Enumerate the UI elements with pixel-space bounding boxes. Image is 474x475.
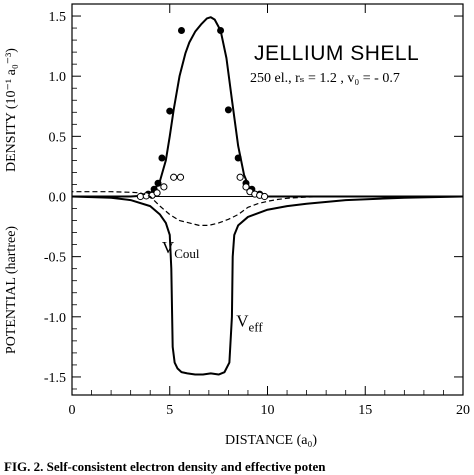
annotation-eff: Veff: [236, 311, 263, 334]
x-tick-label: 10: [261, 403, 275, 418]
x-axis-label: DISTANCE (a₀): [225, 433, 317, 448]
filled-dot-point: [217, 26, 225, 34]
filled-dot-point: [154, 179, 162, 187]
series-line-3: [72, 191, 327, 226]
x-tick-label: 5: [166, 403, 173, 418]
open-dot-point: [236, 173, 244, 181]
filled-dot-point: [224, 106, 232, 114]
y-axis-label-density: DENSITY (10⁻¹ a₀⁻³): [4, 48, 19, 172]
open-dot-point: [242, 183, 250, 191]
open-dot-point: [260, 192, 269, 201]
open-dot-point: [160, 183, 168, 191]
chart-title: JELLIUM SHELL: [254, 42, 419, 65]
y-tick-label: 1.5: [49, 10, 67, 25]
chart-subtitle: 250 el., rₛ = 1.2 , v₀ = - 0.7: [250, 71, 400, 86]
filled-dot-point: [166, 107, 174, 115]
y-axis-label-potential: POTENTIAL (hartree): [4, 226, 19, 354]
x-tick-label: 15: [358, 403, 372, 418]
y-tick-label: 0.5: [49, 130, 67, 145]
y-tick-label: 0.0: [49, 190, 67, 205]
y-tick-label: -0.5: [44, 251, 66, 266]
filled-dot-point: [234, 154, 242, 162]
filled-dot-point: [158, 154, 166, 162]
series-line-4: [72, 195, 463, 376]
annotation-coul: VCoul: [162, 238, 200, 261]
y-tick-label: 1.0: [49, 70, 67, 85]
filled-dot-point: [177, 26, 185, 34]
open-dot-point: [136, 192, 145, 201]
y-tick-label: -1.0: [44, 311, 66, 326]
x-tick-label: 0: [69, 403, 76, 418]
y-tick-label: -1.5: [44, 371, 66, 386]
caption: FIG. 2. Self-consistent electron density…: [4, 459, 326, 474]
open-dot-point: [170, 173, 178, 181]
open-dot-point: [153, 189, 161, 197]
x-tick-label: 20: [456, 403, 470, 418]
open-dot-point: [176, 173, 185, 181]
